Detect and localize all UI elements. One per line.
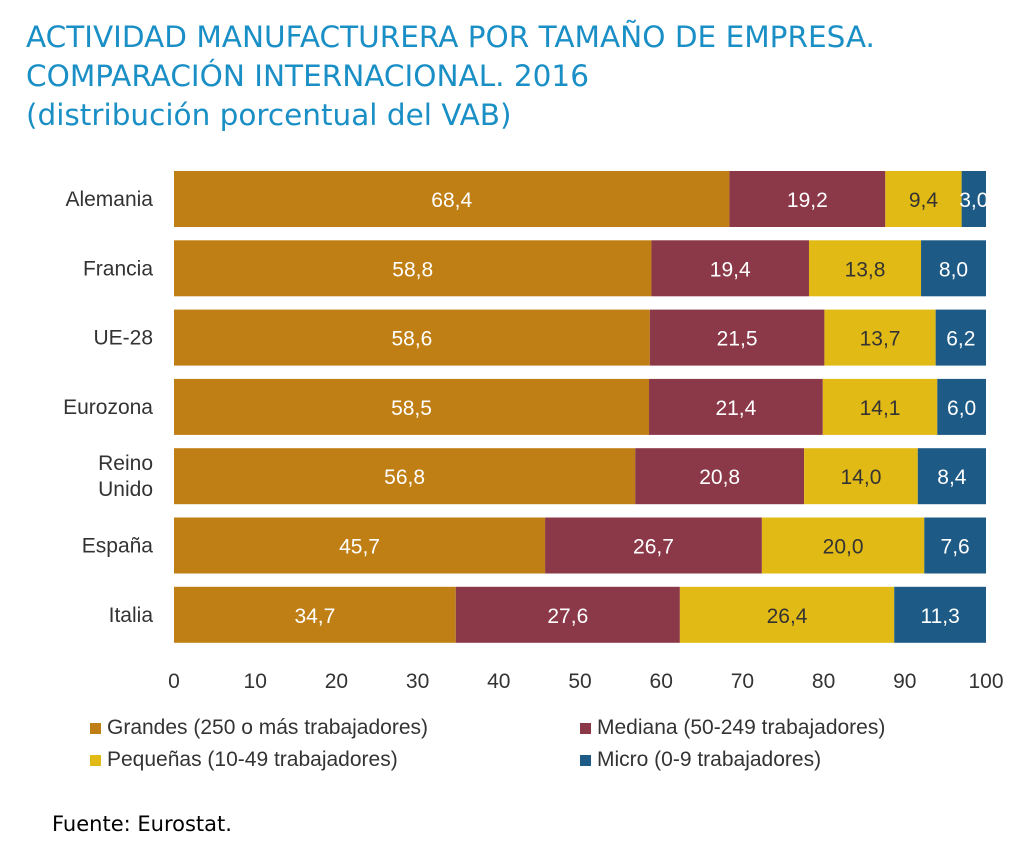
data-label: 19,4 xyxy=(710,258,751,281)
bar-segment xyxy=(822,378,938,435)
bar-segment xyxy=(937,378,986,435)
category-label: Unido xyxy=(98,478,153,501)
title-line-2: COMPARACIÓN INTERNACIONAL. 2016 xyxy=(26,59,589,93)
legend-item: Pequeñas (10-49 trabajadores) xyxy=(90,748,398,772)
x-tick-label: 50 xyxy=(568,670,591,693)
data-label: 58,6 xyxy=(391,328,432,351)
data-label: 6,0 xyxy=(947,397,976,420)
data-label: 20,0 xyxy=(823,536,864,559)
data-label: 27,6 xyxy=(547,605,588,628)
data-label: 8,0 xyxy=(939,258,968,281)
bar-segment xyxy=(545,517,762,574)
chart-legend: Grandes (250 o más trabajadores) Mediana … xyxy=(90,716,990,780)
x-tick-label: 40 xyxy=(487,670,510,693)
data-label: 19,2 xyxy=(787,189,828,212)
bar-segment xyxy=(635,448,805,505)
x-tick-label: 80 xyxy=(812,670,835,693)
bar-segment xyxy=(808,240,922,297)
bar-segment xyxy=(649,309,825,366)
legend-label: Mediana (50-249 trabajadores) xyxy=(597,716,886,739)
x-tick-label: 10 xyxy=(244,670,267,693)
legend-label: Grandes (250 o más trabajadores) xyxy=(107,716,428,739)
x-tick-label: 20 xyxy=(325,670,348,693)
data-label: 21,4 xyxy=(715,397,756,420)
bar-segment xyxy=(921,240,986,297)
legend-item: Micro (0-9 trabajadores) xyxy=(580,748,821,772)
bar-segment xyxy=(804,448,918,505)
stacked-bar-chart: 68,4 19,2 9,4 3,0 Alemania 58,8 19,4 13,8 8,0 Fra… xyxy=(63,171,1004,693)
bar-segment xyxy=(651,240,809,297)
legend-swatch xyxy=(90,754,101,766)
bar-segment xyxy=(174,171,730,227)
bar-segment xyxy=(935,309,986,366)
data-label: 34,7 xyxy=(294,605,335,628)
bar-segment xyxy=(917,448,986,505)
data-label: 14,1 xyxy=(860,397,901,420)
title-line-1: ACTIVIDAD MANUFACTURERA POR TAMAÑO DE EM… xyxy=(26,20,875,54)
data-label: 13,8 xyxy=(845,258,886,281)
data-label: 7,6 xyxy=(941,536,970,559)
category-label: España xyxy=(82,535,154,558)
x-tick-label: 70 xyxy=(731,670,754,693)
data-label: 3,0 xyxy=(959,189,988,212)
x-tick-label: 90 xyxy=(893,670,916,693)
data-label: 8,4 xyxy=(937,466,967,489)
title-line-3: (distribución porcentual del VAB) xyxy=(26,98,512,132)
bar-segment xyxy=(455,586,680,643)
bar-segment xyxy=(885,171,962,227)
bar-segment xyxy=(174,448,636,505)
category-label: Italia xyxy=(109,604,154,627)
data-label: 14,0 xyxy=(841,466,882,489)
category-label: Francia xyxy=(83,257,153,280)
data-label: 45,7 xyxy=(339,536,380,559)
bar-segment xyxy=(961,171,986,227)
x-tick-label: 60 xyxy=(650,670,673,693)
category-label: Reino xyxy=(98,452,153,475)
bar-segment xyxy=(924,517,986,574)
legend-swatch xyxy=(90,722,101,734)
data-label: 26,4 xyxy=(767,605,808,628)
data-label: 56,8 xyxy=(384,466,425,489)
bar-segment xyxy=(649,378,823,435)
data-label: 13,7 xyxy=(860,328,901,351)
data-label: 58,5 xyxy=(391,397,432,420)
legend-swatch xyxy=(580,754,591,766)
bar-segment xyxy=(679,586,895,643)
bar-segment xyxy=(729,171,886,227)
legend-item: Grandes (250 o más trabajadores) xyxy=(90,716,428,740)
legend-swatch xyxy=(580,722,591,734)
x-tick-label: 100 xyxy=(968,670,1003,693)
data-label: 20,8 xyxy=(699,466,740,489)
x-tick-label: 30 xyxy=(406,670,429,693)
bar-segment xyxy=(761,517,925,574)
chart-title: ACTIVIDAD MANUFACTURERA POR TAMAÑO DE EM… xyxy=(26,18,1016,135)
bar-segment xyxy=(174,240,652,297)
bar-segment xyxy=(174,378,650,435)
data-label: 9,4 xyxy=(909,189,939,212)
legend-item: Mediana (50-249 trabajadores) xyxy=(580,716,885,740)
bar-segment xyxy=(894,586,986,643)
bar-segment xyxy=(824,309,936,366)
source-note: Fuente: Eurostat. xyxy=(52,812,232,836)
bar-segment xyxy=(174,517,546,574)
data-label: 68,4 xyxy=(431,189,472,212)
category-label: Alemania xyxy=(65,188,153,211)
category-label: UE-28 xyxy=(93,327,153,350)
category-label: Eurozona xyxy=(63,396,153,419)
bar-segment xyxy=(174,586,456,643)
legend-label: Pequeñas (10-49 trabajadores) xyxy=(107,748,398,771)
data-label: 26,7 xyxy=(633,536,674,559)
data-label: 58,8 xyxy=(392,258,433,281)
data-label: 21,5 xyxy=(717,328,758,351)
data-label: 6,2 xyxy=(946,328,975,351)
bar-segment xyxy=(174,309,650,366)
x-tick-label: 0 xyxy=(168,670,180,693)
data-label: 11,3 xyxy=(920,605,959,628)
legend-label: Micro (0-9 trabajadores) xyxy=(597,748,822,771)
